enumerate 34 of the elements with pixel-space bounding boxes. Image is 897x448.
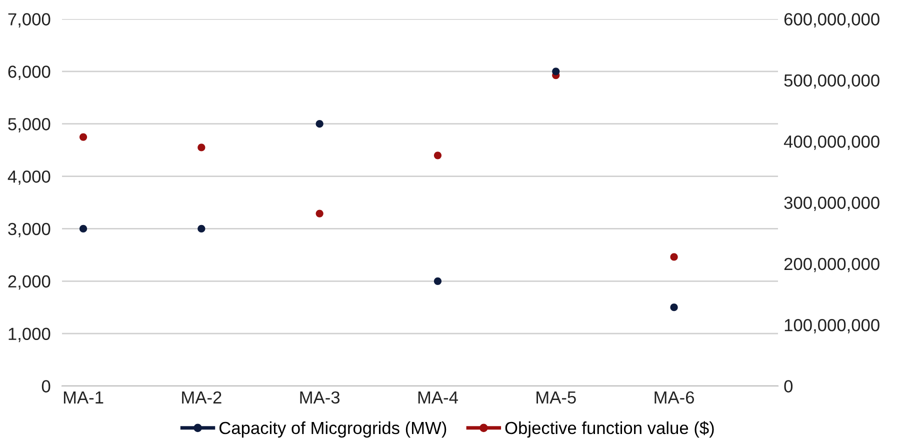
y-tick-label: 7,000 xyxy=(8,13,50,28)
y2-tick-label: 100,000,000 xyxy=(784,319,880,334)
y2-tick-label: 500,000,000 xyxy=(784,74,880,89)
y-tick-label: 0 xyxy=(42,380,50,392)
x-tick-label: MA-3 xyxy=(300,391,340,404)
y-tick-label: 2,000 xyxy=(8,275,50,290)
legend-label: Capacity of Micgrogrids (MW) xyxy=(219,421,446,438)
point xyxy=(316,120,324,128)
y2-tick-label: 200,000,000 xyxy=(784,258,880,272)
x-tick-label: MA-5 xyxy=(536,392,576,404)
y-tick-label: 6,000 xyxy=(8,66,50,80)
point xyxy=(670,253,678,261)
y-tick-label: 5,000 xyxy=(8,118,50,132)
y2-tick-label: 400,000,000 xyxy=(784,136,880,150)
point xyxy=(198,224,206,233)
point xyxy=(79,133,88,141)
y2-tick-label: 300,000,000 xyxy=(784,196,880,212)
x-tick-label: MA-2 xyxy=(182,391,222,404)
x-tick-label: MA-1 xyxy=(64,392,104,404)
point xyxy=(434,152,442,160)
y-tick-label: 3,000 xyxy=(8,222,50,238)
point xyxy=(552,68,560,76)
y2-tick-label: 600,000,000 xyxy=(784,13,880,28)
point xyxy=(670,304,678,312)
y-tick-label: 1,000 xyxy=(8,328,50,342)
y-tick-label: 4,000 xyxy=(8,170,50,185)
point xyxy=(79,224,88,233)
y2-tick-label: 0 xyxy=(784,380,793,392)
legend-label: Objective function value ($) xyxy=(505,421,714,438)
x-tick-label: MA-6 xyxy=(654,391,694,404)
x-tick-label: MA-4 xyxy=(418,392,458,404)
point xyxy=(316,210,324,218)
point xyxy=(434,277,442,285)
point xyxy=(198,144,206,152)
